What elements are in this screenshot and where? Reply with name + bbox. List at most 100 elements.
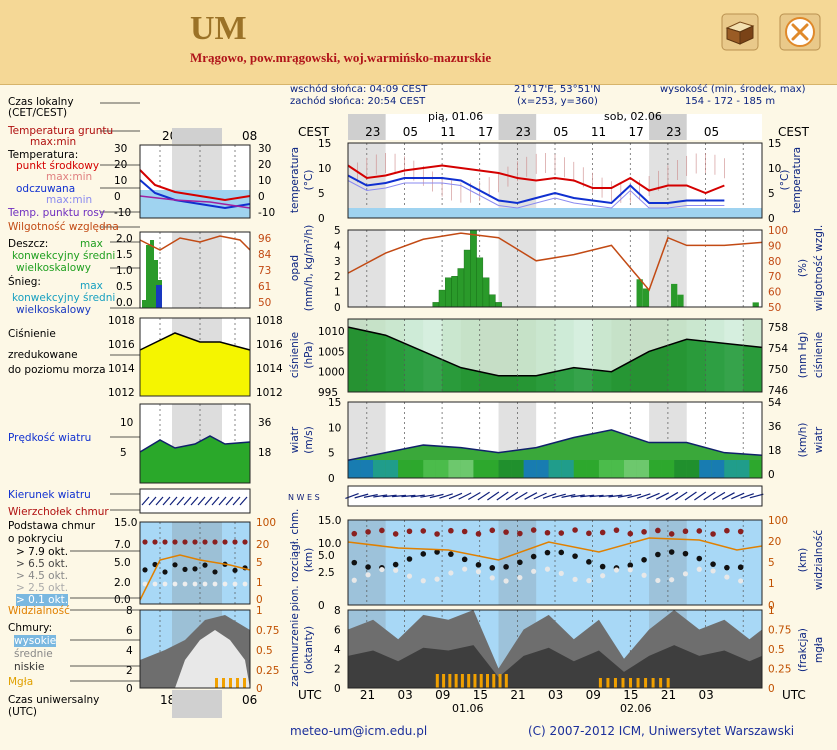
location-subtitle: Mrągowo, pow.mrągowski, woj.warmińsko-ma… [190, 50, 492, 65]
cc-unit: (oktanty) [303, 626, 315, 674]
mini-wind-tick: 10 [120, 417, 133, 429]
wind-arrow [694, 491, 707, 501]
precip-panel-night-0 [348, 230, 386, 307]
legend-okt3: > 4.5 okt. [16, 570, 69, 582]
mini-cloudtop-dot [202, 539, 208, 545]
cloudtop-dot [737, 528, 744, 535]
cloudbase-dot-low [420, 578, 426, 584]
wind-arrow [627, 493, 642, 499]
wind-arrow [749, 493, 764, 499]
utc-tick: 03 [548, 688, 563, 702]
cloudtop-dot [544, 529, 551, 536]
wind-band [586, 460, 599, 478]
legend-low: niskie [14, 661, 45, 673]
utc-tick: 03 [699, 688, 714, 702]
legend-okt4: > 2.5 okt. [16, 582, 69, 594]
cloudbase-dot [544, 549, 551, 556]
wind-arrow [675, 491, 688, 501]
cloudbase-dot [586, 559, 592, 565]
cloudtop-dot [530, 527, 537, 533]
fog-bar [666, 678, 670, 688]
mini-press-border [139, 317, 251, 397]
wind-tick: 15 [328, 397, 341, 409]
wind-arrow [542, 493, 557, 499]
time-header-night [348, 114, 386, 140]
mini-cc-border [139, 609, 251, 689]
legend-clouds: Chmury: [8, 622, 53, 634]
humidity-tick: 50 [768, 302, 781, 314]
wind-band [724, 460, 737, 478]
cloudtop-dot [586, 530, 592, 537]
wind-ylabel-r: wiatr [813, 426, 825, 453]
fog-tick: 0 [768, 683, 775, 695]
temp-tick-right: 5 [768, 188, 775, 200]
mini-press-tick-r: 1018 [256, 315, 283, 327]
mini-cloudbase-dot-low [142, 581, 148, 587]
wind-arrow [410, 494, 425, 498]
wind-arrow [721, 492, 735, 500]
pressure-shade [592, 319, 612, 392]
wind-arrow [467, 491, 481, 501]
sunrise-text: wschód słońca: 04:09 CEST [290, 84, 428, 95]
mini-rain-bar [146, 245, 150, 308]
cloudbase-panel-border [347, 519, 763, 606]
cloudbase-dot-low [613, 567, 620, 573]
wind-arrow [684, 491, 697, 501]
time-header-night [498, 114, 537, 140]
footer-email[interactable]: meteo-um@icm.edu.pl [290, 724, 428, 738]
temp-tick-left: 15 [318, 138, 331, 150]
wind-band [711, 460, 725, 478]
precip-bar [457, 268, 465, 308]
wind-tick-r: 54 [768, 397, 782, 409]
day-label: pią, 01.06 [428, 110, 483, 123]
cloudtop-dot [489, 527, 496, 534]
mini-cloudtop-dot [162, 539, 168, 545]
cloudbase-dot-low [489, 575, 495, 581]
close-icon[interactable] [778, 12, 821, 52]
fog-bar [442, 674, 446, 688]
wind-arrow [617, 494, 632, 498]
cloudtop-dot [392, 531, 399, 537]
cloudbase-dot-low [641, 572, 647, 578]
header-bar: UM Mrągowo, pow.mrągowski, woj.warmińsko… [0, 0, 837, 85]
map-box-icon[interactable] [720, 12, 760, 52]
utc-tick: 21 [360, 688, 375, 702]
mini-temp-tick: -10 [114, 207, 131, 219]
legend-okt1: > 7.9 okt. [16, 546, 69, 558]
mini-cc-tick: 0 [126, 683, 133, 695]
wind-arrow [458, 492, 472, 500]
cloudbase-dot-low [503, 578, 509, 584]
legend-cloud-base: Podstawa chmur [8, 520, 96, 532]
utc-tick: 15 [473, 688, 488, 702]
vis-tick: 0 [768, 600, 775, 612]
mini-press-tick-r: 1012 [256, 387, 283, 399]
wind-band [423, 460, 436, 478]
mini-cc-tick: 6 [126, 625, 133, 637]
pressure-shade [573, 319, 593, 392]
mini-cloudtop-dot [242, 539, 248, 545]
mini-cloudbase-dot-low [162, 581, 168, 587]
pressure-shade [536, 319, 555, 392]
mini-cb-tick: 2.0 [114, 577, 131, 589]
cloudbase-dot-low [365, 572, 371, 578]
precip-bar [495, 302, 502, 308]
precip-tick: 2 [334, 271, 341, 283]
cloudbase-dot-low [738, 578, 744, 584]
cloudtop-dot [572, 527, 578, 533]
press-unit: (hPa) [303, 341, 315, 368]
cloudbase-dot-low [586, 578, 592, 584]
local-tick: 05 [704, 125, 719, 139]
precip-bar [476, 257, 484, 308]
mini-rain-tick: 0.0 [116, 297, 133, 309]
press-tick-r: 750 [768, 364, 788, 376]
wind-band [686, 460, 700, 478]
wind-arrow [515, 491, 528, 501]
wind-arrow [561, 494, 576, 498]
legend-large-scale: wielkoskalowy [16, 262, 91, 274]
cloudtop-dot [558, 530, 565, 536]
wind-band [536, 460, 549, 478]
temp-tick-right: 0 [768, 213, 775, 225]
mini-cc-tick: 8 [126, 605, 133, 617]
wind-tick: 10 [328, 422, 341, 434]
local-tick: 17 [629, 125, 644, 139]
